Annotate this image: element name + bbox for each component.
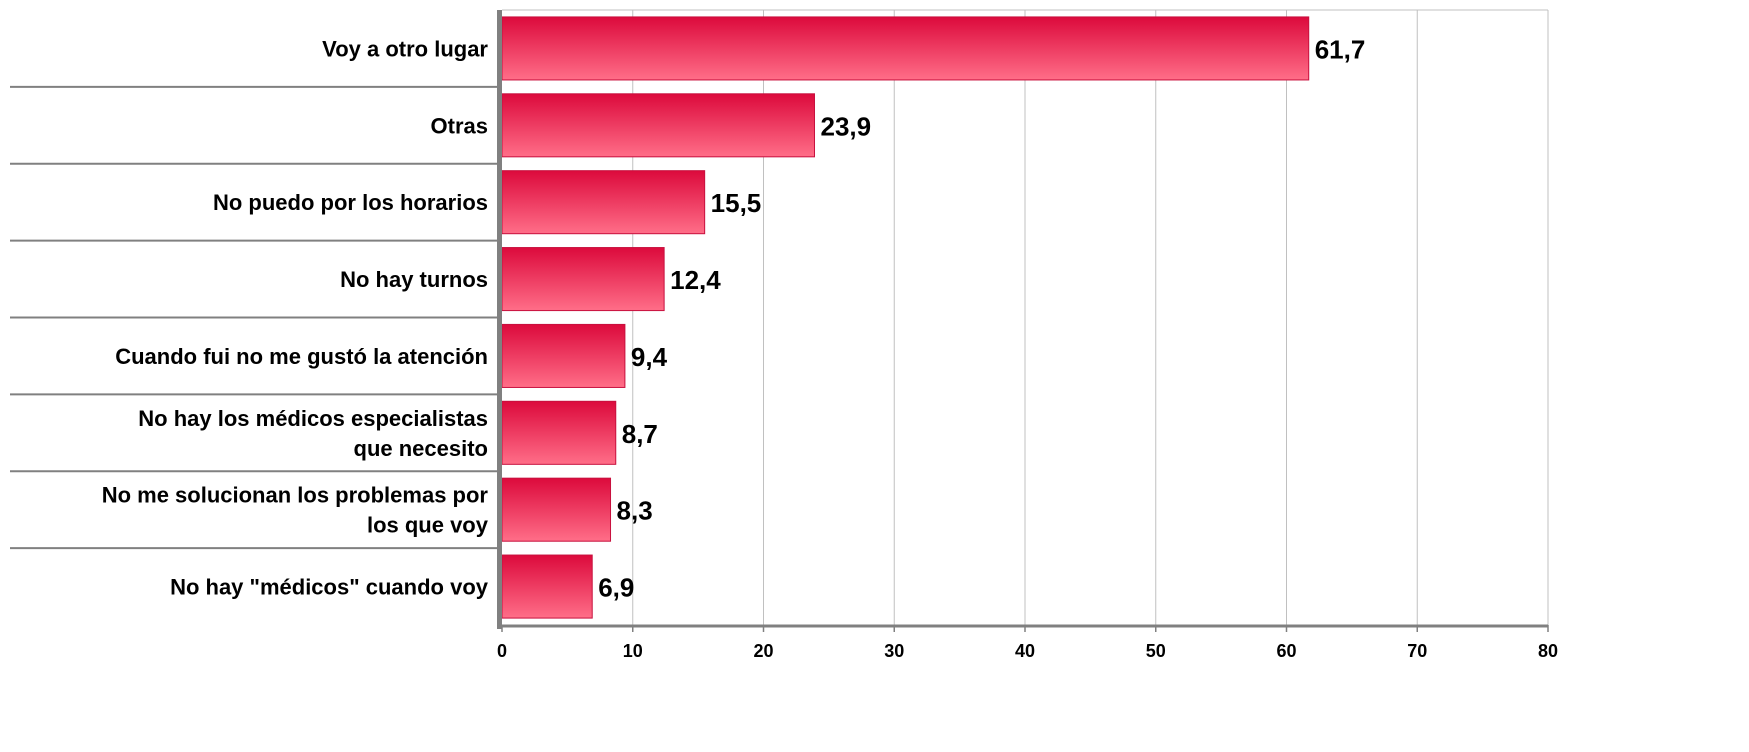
category-label: Voy a otro lugar <box>322 36 488 61</box>
x-tick-label: 40 <box>1015 641 1035 661</box>
bar-value-label: 15,5 <box>711 188 762 218</box>
category-label: Cuando fui no me gustó la atención <box>115 344 488 369</box>
axes: 0 10 20 30 40 50 60 70 80 <box>497 10 1558 661</box>
bar <box>501 477 612 542</box>
x-tick-label: 80 <box>1538 641 1558 661</box>
category-label-line: No puedo por los horarios <box>213 190 488 215</box>
category-label-line: Cuando fui no me gustó la atención <box>115 344 488 369</box>
category-label: No me solucionan los problemas por los qu… <box>102 483 489 538</box>
bar <box>501 554 593 619</box>
x-tick-label: 20 <box>753 641 773 661</box>
bar <box>501 247 665 312</box>
category-label: No hay "médicos" cuando voy <box>170 575 489 600</box>
bar-value-label: 12,4 <box>670 265 721 295</box>
bar-value-label: 8,3 <box>617 496 653 526</box>
bar-value-label: 23,9 <box>820 111 871 141</box>
x-tick-label: 70 <box>1407 641 1427 661</box>
category-label: No hay turnos <box>340 267 488 292</box>
labels: 61,7 Voy a otro lugar 23,9 Otras 15,5 No pued… <box>102 34 1366 602</box>
category-label-line: Otras <box>431 113 488 138</box>
y-axis-line <box>497 10 502 629</box>
x-tick-label: 0 <box>497 641 507 661</box>
category-label: No puedo por los horarios <box>213 190 488 215</box>
category-label-line: No hay los médicos especialistas <box>138 406 488 431</box>
category-label-line: No hay "médicos" cuando voy <box>170 575 489 600</box>
category-label-line: los que voy <box>367 513 489 538</box>
x-tick-label: 10 <box>623 641 643 661</box>
x-tick-label: 60 <box>1276 641 1296 661</box>
category-separators <box>10 85 502 550</box>
bar <box>501 16 1310 81</box>
bar-value-label: 9,4 <box>631 342 668 372</box>
bar <box>501 93 815 158</box>
category-label-line: que necesito <box>354 436 488 461</box>
bar-value-label: 61,7 <box>1315 34 1366 64</box>
bar <box>501 323 626 388</box>
bars <box>501 16 1310 619</box>
category-label: Otras <box>431 113 488 138</box>
bar-value-label: 8,7 <box>622 419 658 449</box>
x-tick-label: 30 <box>884 641 904 661</box>
bar <box>501 170 706 235</box>
category-label-line: No me solucionan los problemas por <box>102 483 489 508</box>
bar-value-label: 6,9 <box>598 573 634 603</box>
category-label: No hay los médicos especialistas que nece… <box>138 406 488 461</box>
category-label-line: Voy a otro lugar <box>322 36 488 61</box>
x-tick-label: 50 <box>1146 641 1166 661</box>
bar <box>501 400 617 465</box>
category-label-line: No hay turnos <box>340 267 488 292</box>
